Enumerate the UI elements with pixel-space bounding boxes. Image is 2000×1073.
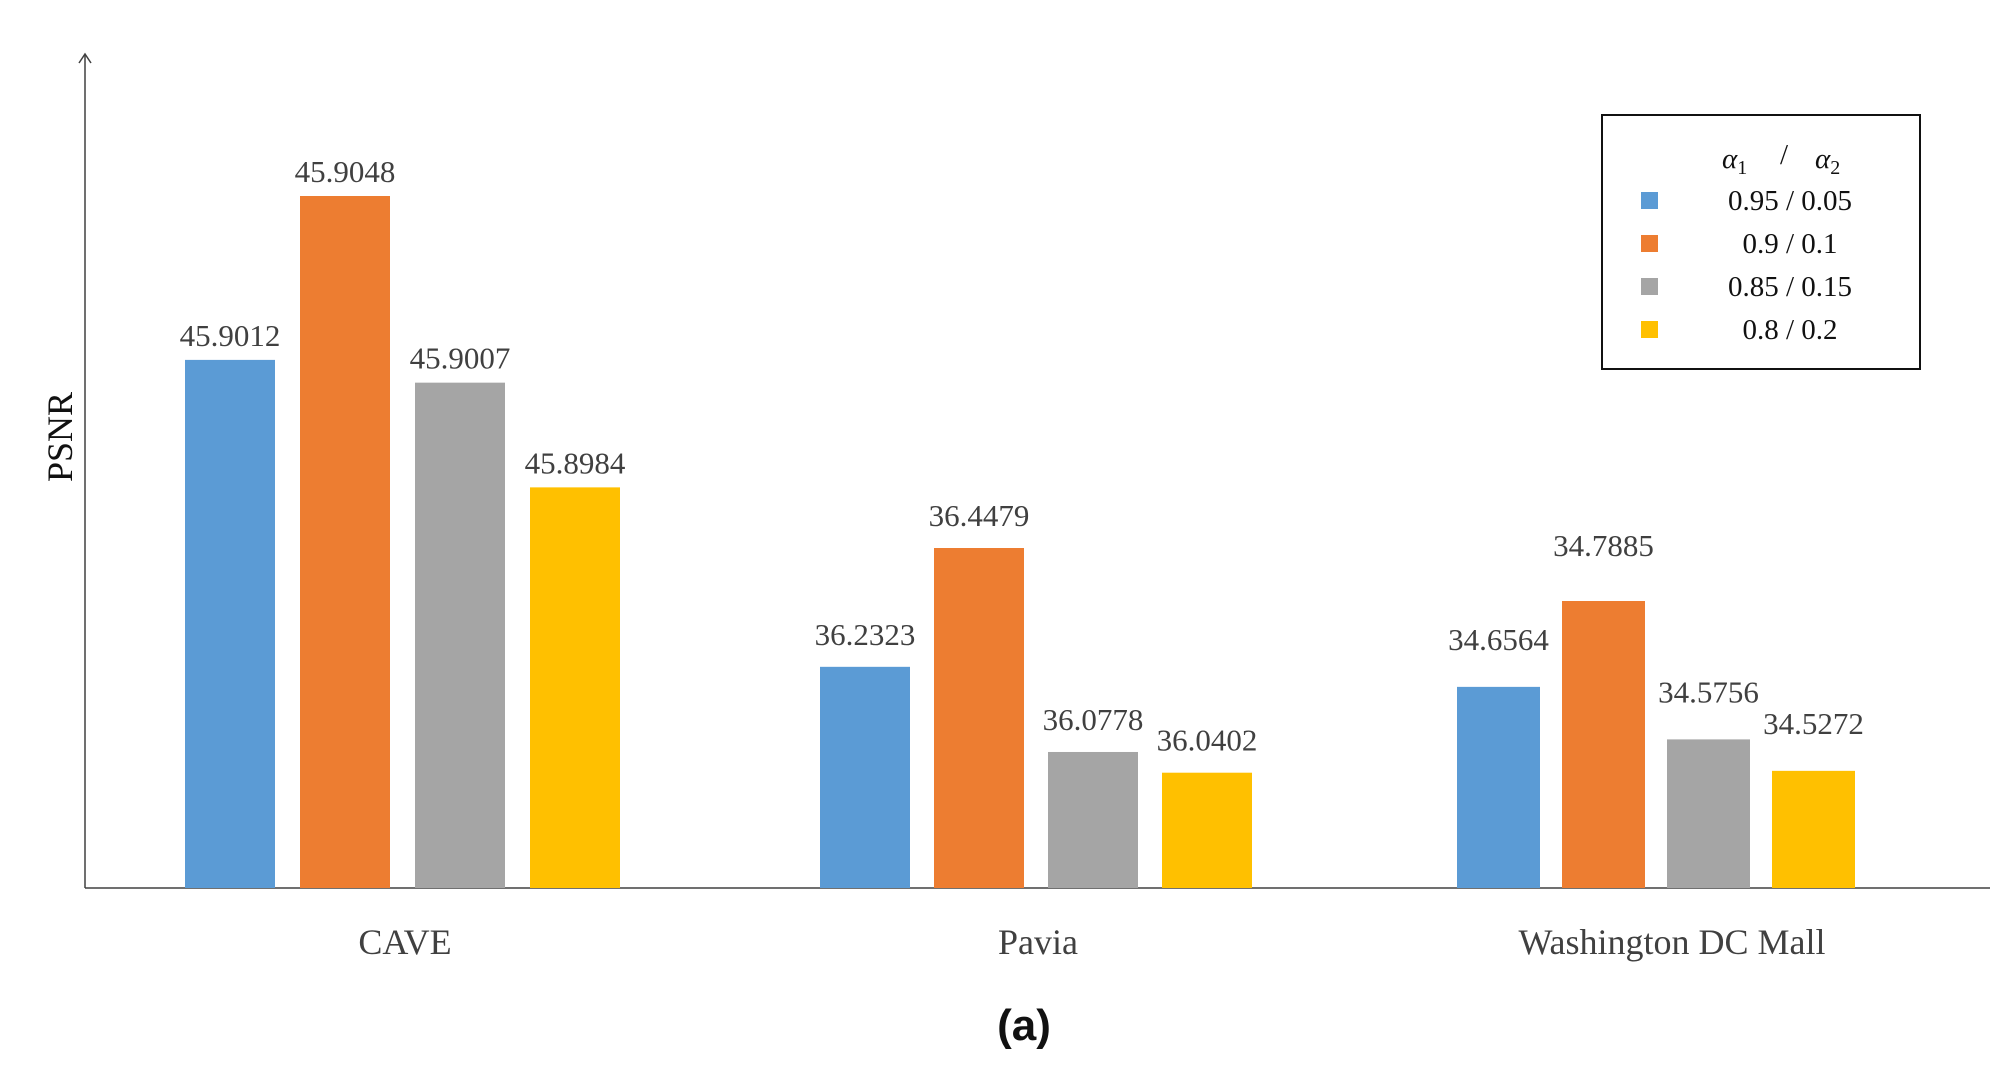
data-label: 36.2323 (815, 617, 916, 652)
data-label: 34.6564 (1448, 622, 1549, 657)
bar-pavia-1 (820, 666, 910, 888)
legend-swatch (1641, 192, 1658, 209)
data-label: 45.9012 (180, 318, 281, 353)
bar-pavia-4 (1162, 772, 1252, 888)
data-label: 45.9007 (410, 341, 511, 376)
legend-label: 0.95 / 0.05 (1728, 185, 1852, 217)
bar-washington-dc-mall-4 (1772, 770, 1855, 888)
bar-cave-1 (185, 359, 275, 888)
category-label-group: CAVE Pavia Washington DC Mall (358, 922, 1825, 962)
legend: α1/α2 0.95 / 0.05 0.9 / 0.1 0.85 / 0.15 0.8… (1601, 114, 1921, 370)
category-label: CAVE (358, 922, 451, 962)
bar-washington-dc-mall-2 (1562, 601, 1645, 888)
data-label: 36.0778 (1043, 702, 1144, 737)
category-label: Washington DC Mall (1518, 922, 1825, 962)
legend-label: 0.8 / 0.2 (1742, 314, 1837, 346)
bar-cave-2 (300, 196, 390, 888)
data-label: 36.4479 (929, 498, 1030, 533)
figure-caption: (a) (997, 1001, 1051, 1050)
bar-series-group (185, 196, 1855, 888)
category-label: Pavia (998, 922, 1078, 962)
data-label: 45.8984 (525, 445, 626, 480)
legend-header: α1/α2 (1722, 139, 1840, 179)
data-label: 36.0402 (1157, 723, 1258, 758)
data-label: 34.5756 (1658, 674, 1759, 709)
bar-cave-4 (530, 487, 620, 888)
bar-pavia-3 (1048, 751, 1138, 888)
legend-swatch (1641, 321, 1658, 338)
legend-label: 0.85 / 0.15 (1728, 271, 1852, 303)
bar-washington-dc-mall-1 (1457, 686, 1540, 888)
bar-washington-dc-mall-3 (1667, 739, 1750, 888)
legend-swatch (1641, 235, 1658, 252)
data-label: 34.5272 (1763, 706, 1864, 741)
legend-swatch (1641, 278, 1658, 295)
legend-label: 0.9 / 0.1 (1742, 228, 1837, 260)
data-label: 34.7885 (1553, 528, 1654, 563)
y-axis-label: PSNR (40, 392, 80, 482)
y-axis-arrow (78, 52, 92, 64)
bar-pavia-2 (934, 548, 1024, 888)
data-label-group: 45.9012 45.9048 45.9007 45.8984 36.2323 36.44… (180, 154, 1864, 758)
bar-cave-3 (415, 382, 505, 888)
data-label: 45.9048 (295, 154, 396, 189)
legend-items: 0.95 / 0.05 0.9 / 0.1 0.85 / 0.15 0.8 / 0.2 (1641, 185, 1852, 346)
